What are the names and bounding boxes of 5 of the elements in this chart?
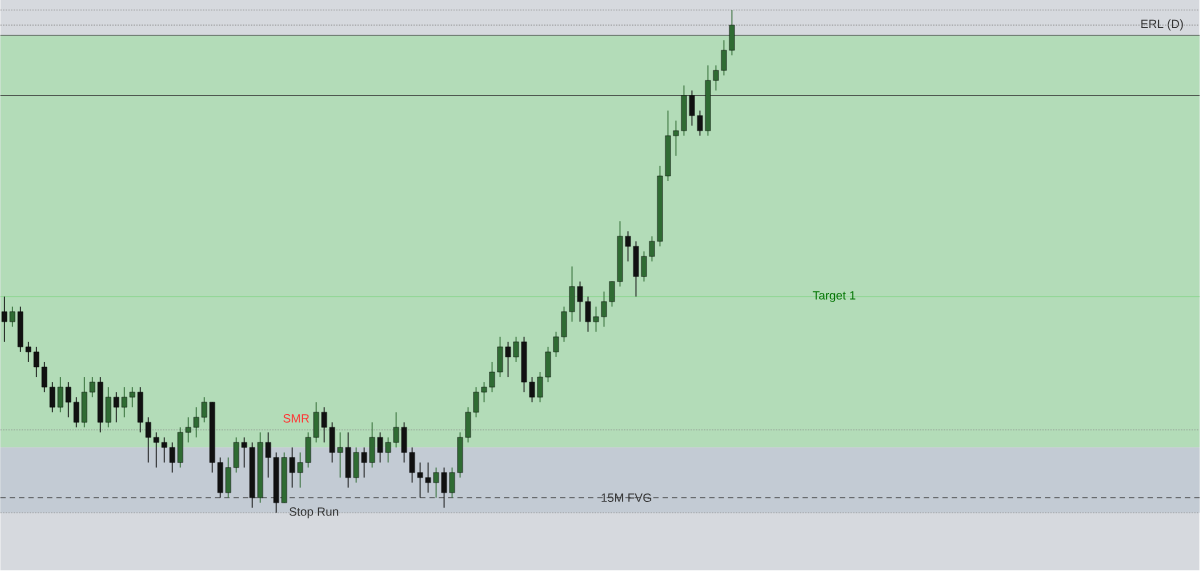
annotation: Stop Run xyxy=(289,507,339,519)
annotation: SMR xyxy=(283,414,309,423)
ref-line-label: ERL (D) xyxy=(1141,19,1183,31)
ref-line-label: Target 1 xyxy=(812,291,856,303)
ref-line-label: 15M FVG xyxy=(601,493,652,503)
